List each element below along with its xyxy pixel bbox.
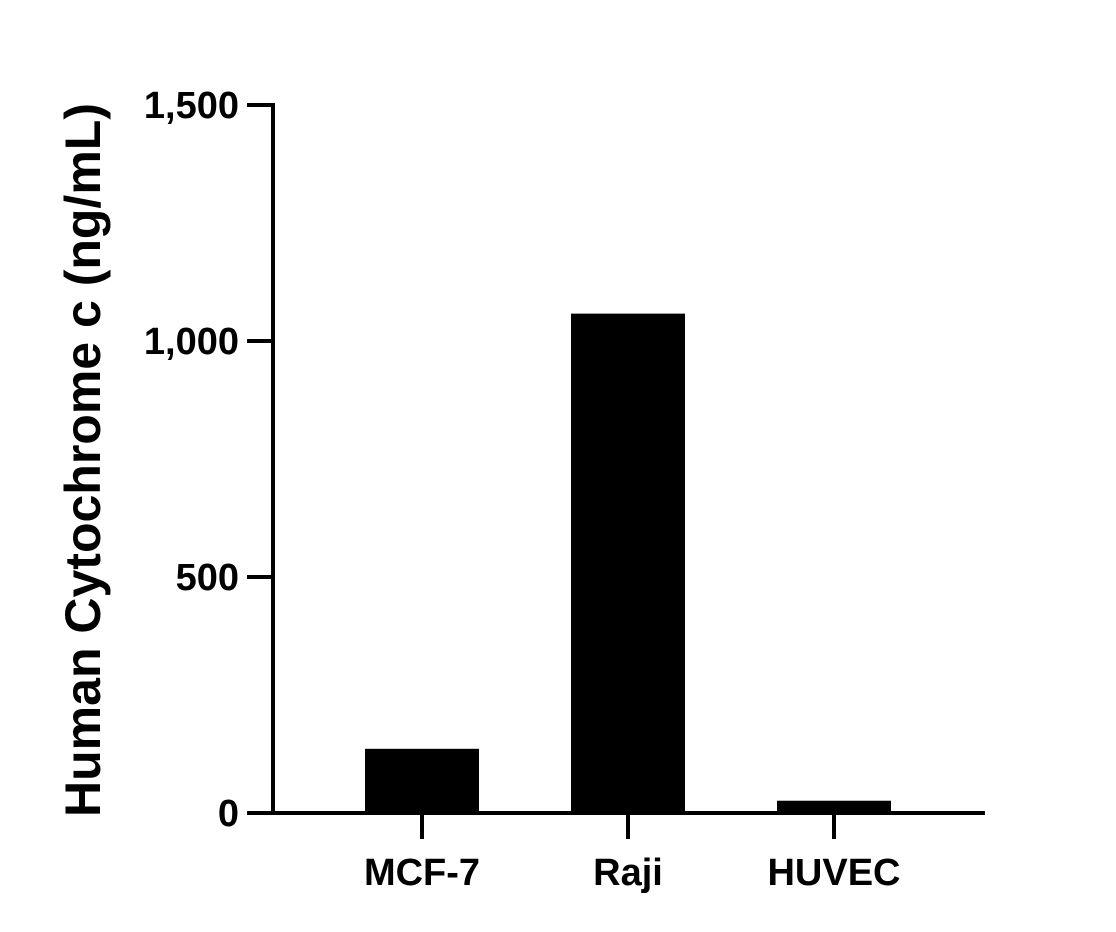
x-tick-label: HUVEC <box>767 852 900 894</box>
y-axis-label: Human Cytochrome c (ng/mL) <box>55 103 111 817</box>
y-ticks-group: 0 500 1,000 1,500 <box>144 85 273 835</box>
x-ticks-group: MCF-7 Raji HUVEC <box>364 813 901 894</box>
y-tick-label: 0 <box>218 793 239 835</box>
bar-mcf-7 <box>365 748 479 813</box>
bar-huvec <box>777 800 891 813</box>
y-tick-label: 1,500 <box>144 85 239 127</box>
bar-raji <box>571 313 685 813</box>
y-tick-label: 1,000 <box>144 321 239 363</box>
x-tick-label: MCF-7 <box>364 852 480 894</box>
axes-group <box>247 103 985 815</box>
y-tick-label: 500 <box>176 557 239 599</box>
x-tick-label: Raji <box>593 852 663 894</box>
bars-group <box>365 313 891 813</box>
